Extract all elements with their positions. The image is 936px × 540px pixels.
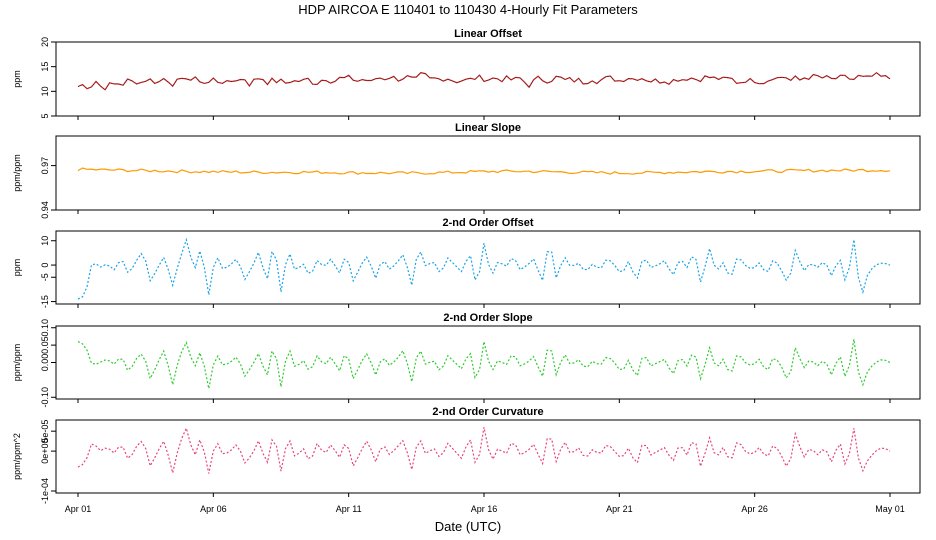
x-axis-label: Date (UTC) bbox=[435, 519, 501, 534]
x-tick-label: Apr 11 bbox=[336, 504, 362, 514]
y-tick-label: 20 bbox=[40, 37, 50, 47]
panel-title: 2-nd Order Curvature bbox=[432, 406, 543, 418]
panel-2: Linear Slope 0.94 0.97 ppm/ppm bbox=[12, 122, 921, 219]
panel-frame bbox=[55, 41, 921, 117]
x-tick-label: Apr 21 bbox=[606, 504, 633, 514]
y-axis-label: ppm bbox=[12, 70, 22, 88]
x-tick-label: Apr 16 bbox=[471, 504, 498, 514]
chart-title: HDP AIRCOA E 110401 to 110430 4-Hourly F… bbox=[298, 2, 638, 17]
panel-frame bbox=[55, 325, 921, 400]
y-tick-label: 10 bbox=[40, 236, 50, 246]
y-tick-label: -1e-04 bbox=[40, 478, 50, 504]
series-line bbox=[77, 167, 891, 175]
x-tick-label: Apr 06 bbox=[200, 504, 227, 514]
y-tick-label: 0 bbox=[40, 263, 50, 268]
y-tick-label: -5 bbox=[40, 273, 50, 281]
series-line bbox=[77, 237, 891, 300]
series-line-core bbox=[77, 72, 891, 91]
y-axis-label: ppm bbox=[12, 259, 22, 277]
series-line bbox=[77, 426, 891, 474]
y-tick-label: 5e-05 bbox=[40, 420, 50, 443]
panel-frame bbox=[55, 230, 921, 305]
panel-title: 2-nd Order Slope bbox=[443, 312, 532, 324]
y-tick-label: 5 bbox=[40, 113, 50, 118]
y-axis-label: ppm/ppm bbox=[12, 344, 22, 382]
x-axis: Apr 01 Apr 06 Apr 11 Apr 16 Apr 21 Apr 26 May … bbox=[65, 504, 905, 514]
y-tick-label: 0.10 bbox=[40, 319, 50, 337]
series-line bbox=[77, 339, 891, 389]
panel-frame bbox=[55, 135, 921, 211]
panel-1: Linear Offset 5 10 15 20 ppm bbox=[12, 28, 921, 120]
panel-frame bbox=[55, 419, 921, 494]
y-axis-label: ppm/ppm bbox=[12, 154, 22, 192]
panel-4: 2-nd Order Slope -0.10 0.000.050.10 ppm/ppm bbox=[12, 312, 921, 408]
y-tick-label: 0.94 bbox=[40, 201, 50, 219]
x-tick-label: Apr 26 bbox=[741, 504, 768, 514]
y-tick-label: 0e+00 bbox=[40, 438, 50, 463]
panel-3: 2-nd Order Offset -15 -5 0 10 ppm bbox=[12, 217, 921, 308]
y-axis-label: ppm/ppm^2 bbox=[12, 433, 22, 480]
chart-panels: Linear Offset 5 10 15 20 ppm Linear Slope 0.94 0… bbox=[12, 28, 921, 504]
y-tick-label: 0.97 bbox=[40, 157, 50, 175]
y-tick-label: 10 bbox=[40, 86, 50, 96]
y-tick-label: 0.00 bbox=[40, 354, 50, 372]
y-tick-label: 0.05 bbox=[40, 336, 50, 354]
x-tick-label: May 01 bbox=[875, 504, 905, 514]
panel-title: Linear Slope bbox=[455, 122, 521, 134]
y-tick-label: 15 bbox=[40, 62, 50, 72]
x-tick-label: Apr 01 bbox=[65, 504, 92, 514]
panel-title: Linear Offset bbox=[454, 28, 522, 40]
y-tick-label: -0.10 bbox=[40, 387, 50, 408]
y-tick-label: -15 bbox=[40, 295, 50, 308]
panel-title: 2-nd Order Offset bbox=[442, 217, 533, 229]
